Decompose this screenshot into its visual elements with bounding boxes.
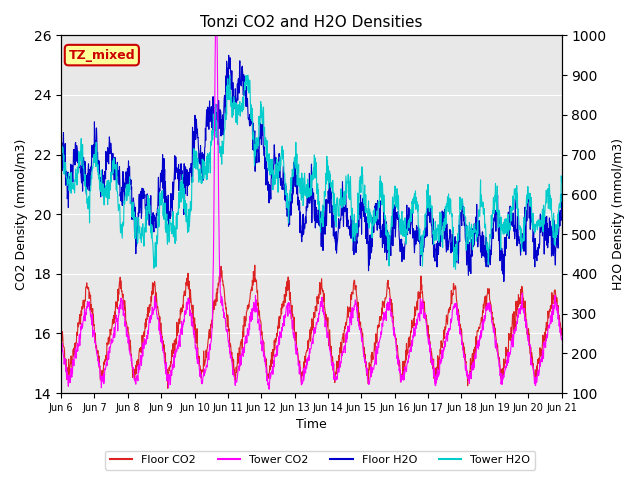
Tower CO2 (168, 362, 176, 368)
Floor CO2 (251, 262, 259, 268)
Tower H2O (225, 84, 232, 90)
Tower H2O (455, 238, 463, 243)
Tower H2O (499, 224, 507, 229)
Floor H2O (225, 52, 232, 58)
Floor CO2 (169, 348, 177, 354)
Floor H2O (225, 82, 232, 87)
Tower CO2 (212, 0, 220, 2)
Floor CO2 (389, 314, 397, 320)
Floor H2O (389, 243, 397, 249)
Floor CO2 (557, 325, 565, 331)
Line: Floor CO2: Floor CO2 (61, 265, 561, 388)
Legend: Floor CO2, Tower CO2, Floor H2O, Tower H2O: Floor CO2, Tower CO2, Floor H2O, Tower H… (105, 451, 535, 469)
Line: Tower CO2: Tower CO2 (61, 0, 561, 389)
Line: Tower H2O: Tower H2O (61, 75, 561, 269)
Floor H2O (500, 278, 508, 284)
Floor CO2 (57, 328, 65, 334)
Y-axis label: H2O Density (mmol/m3): H2O Density (mmol/m3) (612, 138, 625, 290)
Text: TZ_mixed: TZ_mixed (68, 48, 135, 61)
Tower H2O (57, 142, 65, 148)
Tower H2O (389, 201, 397, 207)
Tower CO2 (389, 326, 397, 332)
Floor CO2 (156, 325, 164, 331)
Floor CO2 (164, 385, 172, 391)
Y-axis label: CO2 Density (mmol/m3): CO2 Density (mmol/m3) (15, 139, 28, 290)
Line: Floor H2O: Floor H2O (61, 55, 561, 281)
Tower CO2 (57, 336, 65, 341)
Floor H2O (454, 260, 462, 266)
Floor CO2 (455, 310, 463, 315)
Tower CO2 (265, 386, 273, 392)
Tower H2O (244, 72, 252, 78)
Tower CO2 (557, 337, 565, 343)
Tower CO2 (156, 332, 164, 337)
Tower CO2 (499, 377, 507, 383)
Floor H2O (499, 249, 506, 254)
Title: Tonzi CO2 and H2O Densities: Tonzi CO2 and H2O Densities (200, 15, 422, 30)
Tower CO2 (225, 338, 232, 344)
X-axis label: Time: Time (296, 419, 326, 432)
Tower H2O (557, 180, 565, 185)
Floor H2O (57, 163, 65, 169)
Floor H2O (156, 183, 164, 189)
Tower H2O (452, 266, 460, 272)
Tower CO2 (455, 314, 463, 320)
Floor CO2 (225, 328, 232, 334)
Floor H2O (557, 191, 565, 197)
Tower H2O (156, 202, 164, 207)
Tower H2O (168, 220, 176, 226)
Floor CO2 (499, 365, 507, 371)
Floor H2O (168, 214, 176, 219)
